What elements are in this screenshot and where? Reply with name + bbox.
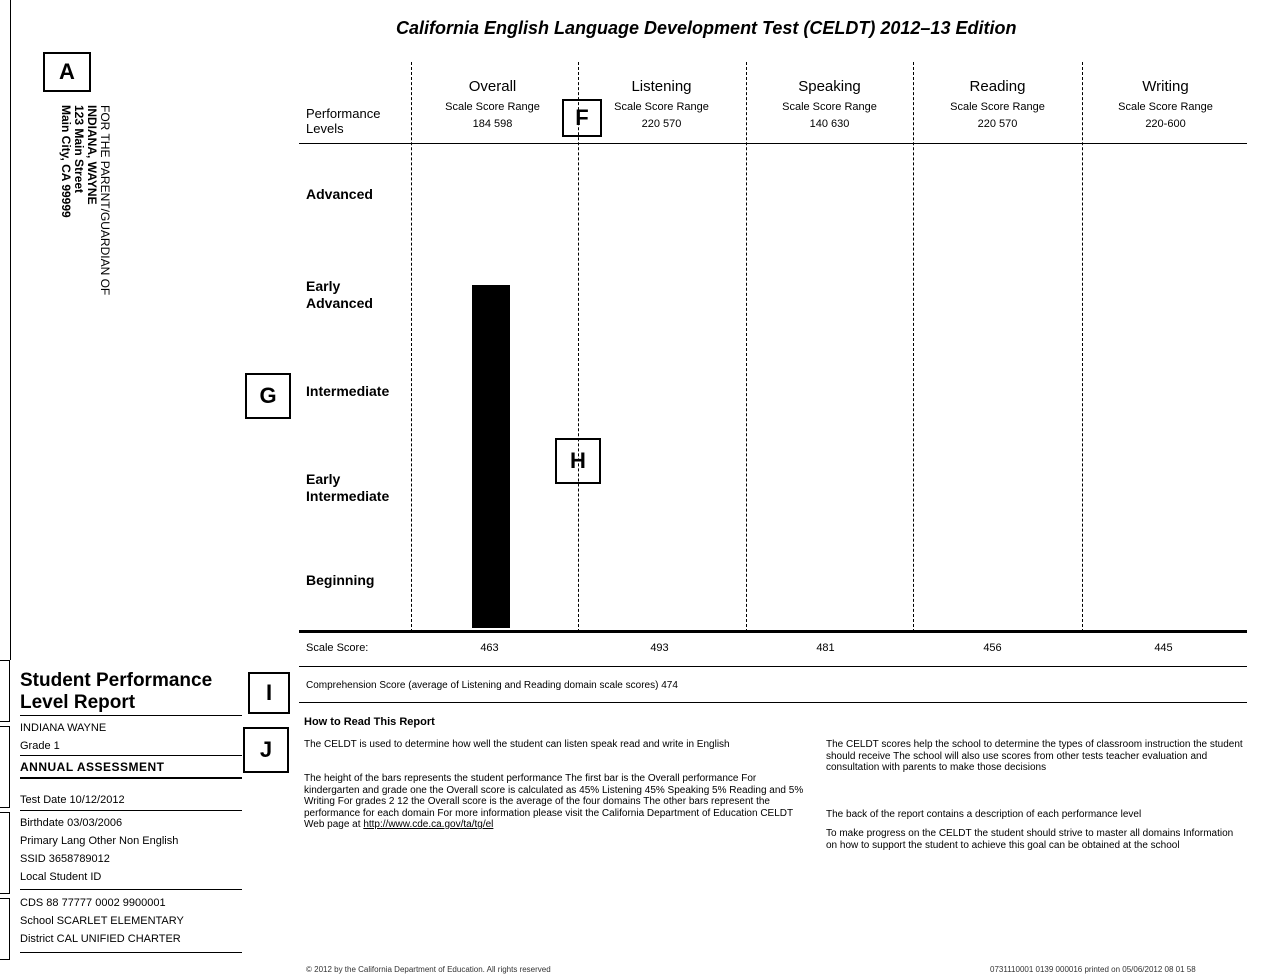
panel-rule — [20, 777, 242, 779]
report-title: California English Language Development … — [396, 18, 1017, 38]
scale-score-range-label: Scale Score Range — [782, 101, 877, 113]
how-to-heading: How to Read This Report — [304, 716, 435, 728]
column-name: Listening — [631, 78, 692, 95]
local-student-id: Local Student ID — [20, 871, 102, 883]
scale-score-label: Scale Score: — [306, 642, 369, 654]
header-performance: Performance — [306, 106, 381, 121]
column-name: Speaking — [798, 78, 861, 95]
chart-top-rule — [299, 143, 1247, 144]
column-header-speaking: Speaking Scale Score Range 140 630 — [746, 78, 913, 130]
how-to-paragraph-2-text: The height of the bars represents the st… — [304, 773, 804, 830]
how-to-paragraph-5: To make progress on the CELDT the studen… — [826, 828, 1234, 851]
scale-score-range-value: 140 630 — [809, 118, 850, 130]
column-name: Reading — [969, 78, 1026, 95]
panel-rule — [20, 889, 242, 890]
scale-score-range-label: Scale Score Range — [950, 101, 1045, 113]
mailing-address: FOR THE PARENT/GUARDIAN OF INDIANA, WAYN… — [59, 105, 112, 296]
report-title-line2: Level Report — [20, 692, 136, 713]
header-levels: Levels — [306, 121, 344, 136]
score-reading: 456 — [983, 642, 1002, 654]
level-advanced: Advanced — [306, 186, 373, 202]
level-early-intermediate: Early Intermediate — [306, 471, 389, 505]
scale-score-range-value: 220 570 — [977, 118, 1018, 130]
score-writing: 445 — [1154, 642, 1173, 654]
assessment-type: ANNUAL ASSESSMENT — [20, 760, 165, 774]
panel-rule — [20, 715, 242, 716]
primary-language: Primary Lang Other Non English — [20, 835, 179, 847]
student-report-title: Student Performance Level Report — [20, 670, 212, 714]
level-early-advanced: Early Advanced — [306, 278, 373, 312]
callout-i: I — [248, 672, 290, 714]
level-beginning: Beginning — [306, 572, 375, 588]
column-header-writing: Writing Scale Score Range 220-600 — [1082, 78, 1249, 130]
chart-baseline — [299, 630, 1247, 632]
scale-score-bottom-rule — [299, 666, 1247, 667]
cds-code: CDS 88 77777 0002 9900001 — [20, 897, 166, 909]
school-name: School SCARLET ELEMENTARY — [20, 915, 184, 927]
address-line-city: Main City, CA 99999 — [59, 105, 73, 218]
edge-bracket — [0, 812, 10, 894]
district-name: District CAL UNIFIED CHARTER — [20, 933, 181, 945]
level-intermediate: Intermediate — [306, 383, 390, 399]
column-name: Overall — [468, 78, 517, 95]
birthdate: Birthdate 03/03/2006 — [20, 817, 123, 829]
level-early-intermediate-line1: Early — [306, 471, 341, 487]
ssid: SSID 3658789012 — [20, 853, 110, 865]
level-early-intermediate-line2: Intermediate — [306, 488, 390, 504]
scale-score-range-label: Scale Score Range — [1118, 101, 1213, 113]
score-overall: 463 — [480, 642, 499, 654]
callout-g: G — [245, 373, 291, 419]
student-name: INDIANA WAYNE — [20, 722, 107, 734]
level-early-advanced-line2: Advanced — [306, 295, 373, 311]
student-grade: Grade 1 — [20, 740, 60, 752]
overall-score-bar — [472, 285, 510, 628]
panel-rule — [20, 810, 242, 811]
address-line-parent: FOR THE PARENT/GUARDIAN OF — [98, 105, 112, 296]
column-divider — [578, 62, 579, 632]
address-line-street: 123 Main Street — [72, 105, 86, 194]
column-header-listening: Listening Scale Score Range 220 570 — [578, 78, 745, 130]
scale-score-range-value: 220 570 — [641, 118, 682, 130]
print-info: 0731110001 0139 000016 printed on 05/06/… — [990, 965, 1196, 974]
how-to-paragraph-3: The CELDT scores help the school to dete… — [826, 739, 1243, 773]
column-divider — [913, 62, 914, 632]
copyright-notice: © 2012 by the California Department of E… — [306, 965, 551, 974]
comprehension-rule — [299, 702, 1247, 703]
test-date: Test Date 10/12/2012 — [20, 794, 125, 806]
callout-j: J — [243, 727, 289, 773]
edge-line — [10, 0, 11, 660]
level-early-advanced-line1: Early — [306, 278, 341, 294]
panel-rule — [20, 952, 242, 953]
scale-score-range-label: Scale Score Range — [445, 101, 540, 113]
how-to-paragraph-4: The back of the report contains a descri… — [826, 809, 1142, 820]
score-speaking: 481 — [816, 642, 835, 654]
scale-score-range-value: 184 598 — [472, 118, 513, 130]
score-listening: 493 — [650, 642, 669, 654]
edge-bracket — [0, 660, 10, 722]
address-line-name: INDIANA, WAYNE — [85, 105, 99, 205]
column-name: Writing — [1142, 78, 1189, 95]
scale-score-range-value: 220-600 — [1145, 118, 1186, 130]
column-header-overall: Overall Scale Score Range 184 598 — [409, 78, 576, 130]
edge-bracket — [0, 898, 10, 960]
report-title-line1: Student Performance — [20, 670, 213, 691]
scale-score-range-label: Scale Score Range — [614, 101, 709, 113]
celdt-web-link[interactable]: http://www.cde.ca.gov/ta/tg/el — [363, 819, 494, 830]
column-divider — [746, 62, 747, 632]
comprehension-score: Comprehension Score (average of Listenin… — [306, 680, 678, 691]
performance-levels-label: Performance Levels — [306, 106, 380, 136]
column-header-reading: Reading Scale Score Range 220 570 — [914, 78, 1081, 130]
column-divider — [1082, 62, 1083, 632]
how-to-paragraph-2: The height of the bars represents the st… — [304, 773, 804, 831]
column-divider — [411, 62, 412, 632]
callout-a: A — [43, 52, 91, 92]
edge-bracket — [0, 726, 10, 808]
panel-rule — [20, 755, 242, 756]
scale-score-top-rule — [299, 632, 1247, 633]
how-to-paragraph-1: The CELDT is used to determine how well … — [304, 739, 730, 750]
